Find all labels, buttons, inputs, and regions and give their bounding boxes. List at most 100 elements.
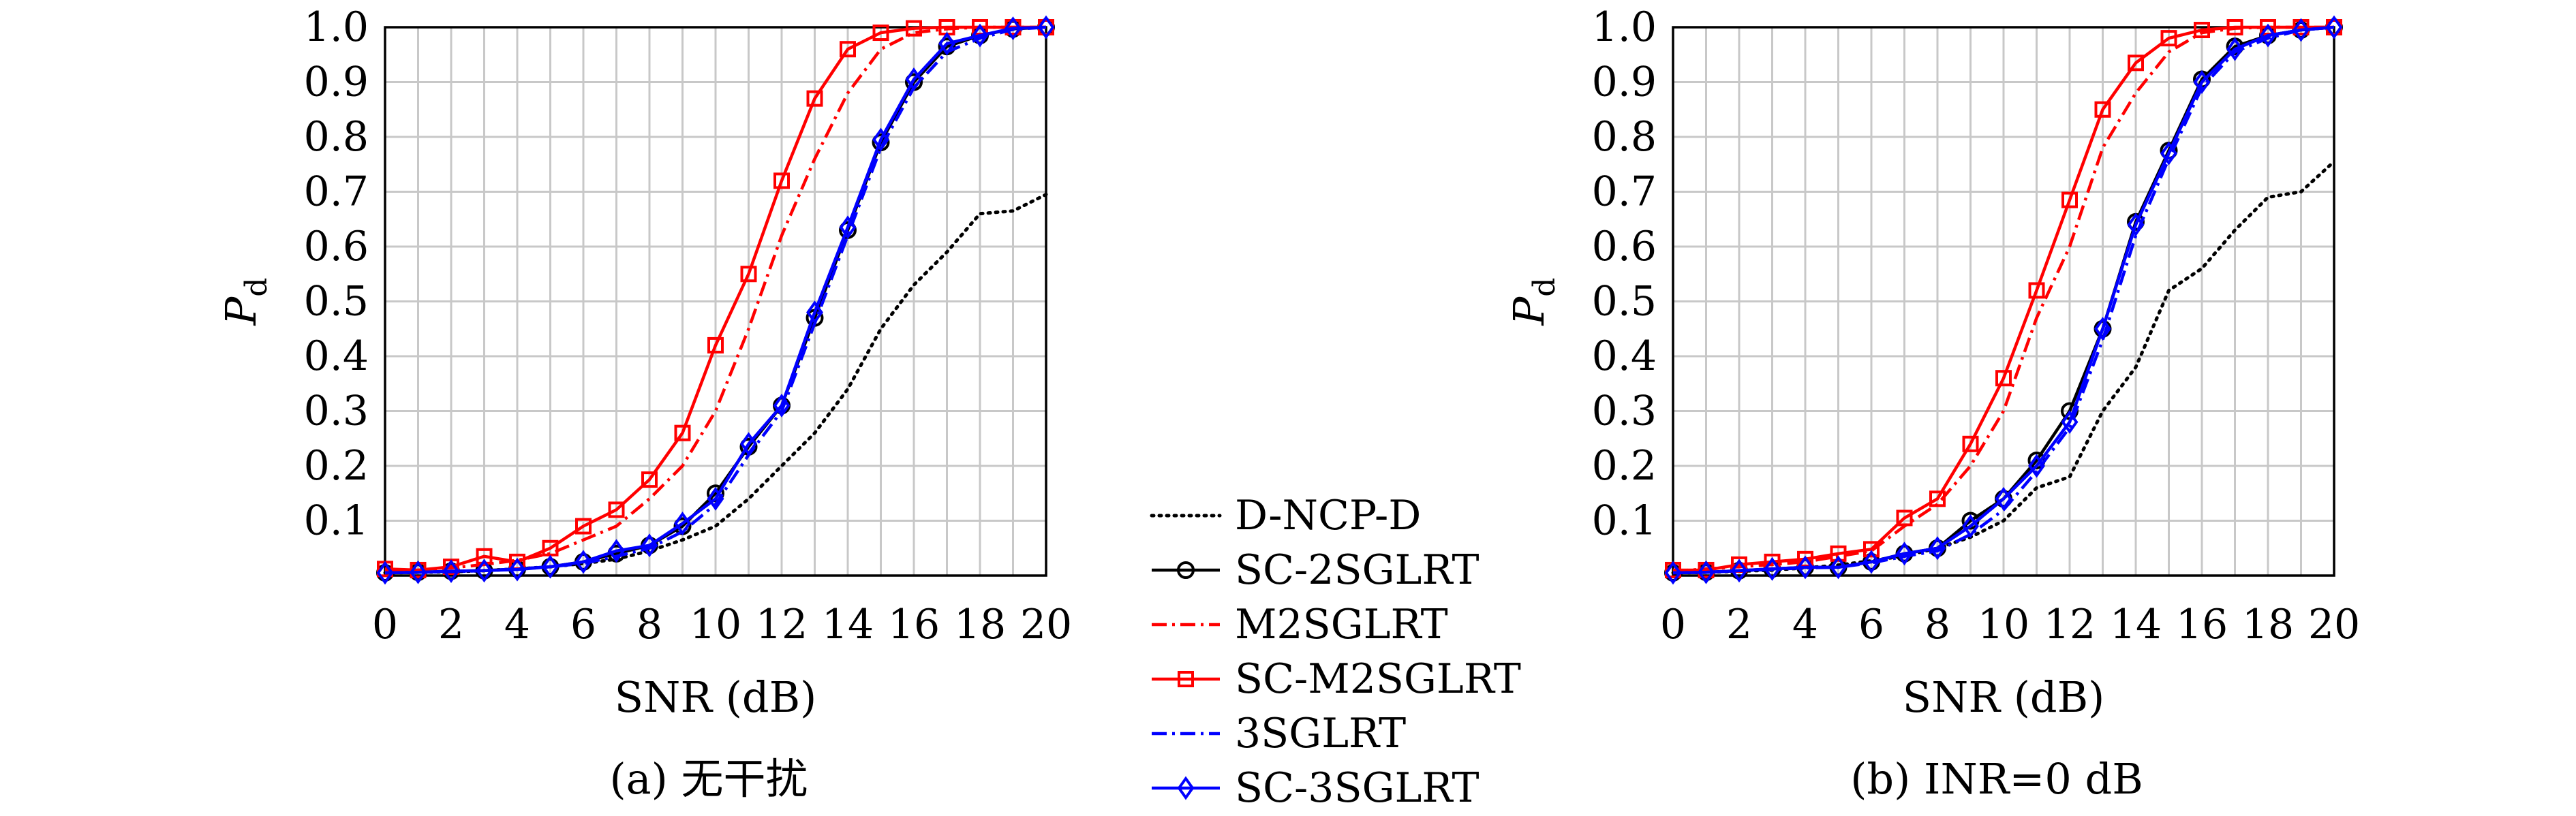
data-point-marker xyxy=(542,554,559,579)
series-sc-3sglrt xyxy=(1664,15,2343,585)
y-tick-label: 0.1 xyxy=(1592,497,1657,545)
y-tick-label: 0.4 xyxy=(304,332,369,380)
x-tick-label: 8 xyxy=(637,601,662,648)
data-point-marker xyxy=(674,424,691,441)
data-point-marker xyxy=(707,486,724,511)
data-point-marker xyxy=(1698,560,1715,584)
data-point-marker xyxy=(2128,54,2144,72)
panel-b: 0.1 0.2 0.3 0.4 0.5 0.6 0.7 0.8 0.9 1.0 0 2 4 6 8 10 12 1… xyxy=(1504,3,2360,804)
y-tick-label: 0.6 xyxy=(304,223,369,270)
data-point-marker xyxy=(2061,410,2079,435)
series-m2sglrt xyxy=(384,25,1046,573)
legend-marker xyxy=(1177,561,1195,579)
data-point-marker xyxy=(1830,555,1847,580)
series-line xyxy=(384,25,1047,575)
series-d-ncp-d xyxy=(1671,159,2336,575)
data-point-marker xyxy=(872,25,889,42)
x-tick-label: 14 xyxy=(2110,601,2162,648)
data-point-marker xyxy=(2127,213,2145,237)
x-tick-label: 10 xyxy=(1978,601,2029,648)
series-3sglrt xyxy=(384,25,1047,575)
x-tick-label: 4 xyxy=(1792,601,1818,648)
series-line xyxy=(1671,159,2336,575)
data-point-marker xyxy=(707,484,724,503)
legend-entry: M2SGLRT xyxy=(1152,601,1448,648)
data-point-marker xyxy=(773,394,791,418)
legend-label: M2SGLRT xyxy=(1235,601,1448,648)
data-point-marker xyxy=(1730,559,1748,583)
data-point-marker xyxy=(2160,30,2177,47)
data-point-marker xyxy=(574,550,592,574)
data-point-marker xyxy=(2226,37,2243,61)
data-point-marker xyxy=(839,215,857,240)
legend-marker xyxy=(1178,671,1194,687)
data-point-marker xyxy=(1962,435,1979,452)
data-point-marker xyxy=(1896,509,1913,527)
legend: D-NCP-D SC-2SGLRT M2SGLRT SC-M2SGLRT 3SGLRT S… xyxy=(1150,492,1521,812)
y-tick-label: 0.5 xyxy=(304,278,369,326)
data-point-marker xyxy=(1005,16,1022,41)
data-point-marker xyxy=(806,300,823,325)
data-point-marker xyxy=(740,266,757,283)
data-point-marker xyxy=(2193,70,2211,94)
series-line xyxy=(1673,25,2334,572)
data-point-marker xyxy=(1962,514,1979,538)
data-point-marker xyxy=(1796,555,1814,580)
panel-caption: (b) INR=0 dB xyxy=(1850,754,2143,804)
x-tick-label: 8 xyxy=(1925,601,1950,648)
series-line xyxy=(383,193,1048,575)
x-axis-label: SNR (dB) xyxy=(615,672,817,722)
y-tick-label: 0.3 xyxy=(1592,388,1657,435)
data-point-marker xyxy=(1995,486,2012,511)
series-line xyxy=(384,25,1046,572)
y-axis-label-main: P xyxy=(1504,296,1554,326)
x-tick-label: 14 xyxy=(822,601,874,648)
x-tick-label: 10 xyxy=(690,601,741,648)
y-tick-label: 0.9 xyxy=(1592,59,1657,106)
data-point-marker xyxy=(410,560,427,584)
data-point-marker xyxy=(2293,18,2310,42)
data-point-marker xyxy=(2325,15,2343,40)
y-tick-label: 0.6 xyxy=(1592,223,1657,270)
data-point-marker xyxy=(2094,101,2111,118)
data-point-marker xyxy=(1037,15,1055,40)
legend-entry: 3SGLRT xyxy=(1152,710,1406,757)
x-tick-label: 18 xyxy=(2242,601,2294,648)
y-tick-label: 0.2 xyxy=(1592,442,1657,490)
data-point-marker xyxy=(1896,542,1913,566)
data-point-marker xyxy=(2194,22,2210,39)
x-axis-label: SNR (dB) xyxy=(1903,672,2105,722)
legend-label: SC-2SGLRT xyxy=(1235,546,1479,594)
y-tick-label: 0.2 xyxy=(304,442,369,490)
data-point-marker xyxy=(2061,191,2078,208)
x-tick-label: 6 xyxy=(570,601,596,648)
data-point-marker xyxy=(2226,19,2243,35)
y-axis-label-sub: d xyxy=(239,278,274,297)
legend-entry: D-NCP-D xyxy=(1150,492,1421,539)
plot-frame xyxy=(384,26,1047,577)
data-point-marker xyxy=(840,41,856,58)
data-point-marker xyxy=(1929,536,1946,561)
y-tick-label: 0.4 xyxy=(1592,332,1657,380)
series-d-ncp-d xyxy=(383,193,1048,575)
data-point-marker xyxy=(806,90,823,107)
panel-a: 0.1 0.2 0.3 0.4 0.5 0.6 0.7 0.8 0.9 1.0 0 2 4 6 8 10 12 1… xyxy=(216,3,1072,804)
data-point-marker xyxy=(1830,545,1847,562)
x-tick-label: 0 xyxy=(372,601,398,648)
plot-frame xyxy=(1672,26,2335,577)
series-line xyxy=(1672,25,2335,575)
data-point-marker xyxy=(442,559,460,584)
series-sc-3sglrt xyxy=(376,15,1055,585)
data-point-marker xyxy=(1862,550,1880,574)
data-point-marker xyxy=(2094,317,2111,341)
series-m2sglrt xyxy=(1672,25,2334,573)
x-tick-label: 18 xyxy=(954,601,1006,648)
data-point-marker xyxy=(2028,454,2045,478)
data-point-marker xyxy=(1995,370,2012,387)
x-tick-label: 12 xyxy=(756,601,808,648)
data-point-marker xyxy=(938,31,955,56)
x-tick-label: 16 xyxy=(2176,601,2228,648)
legend-label: 3SGLRT xyxy=(1235,710,1406,757)
legend-label: SC-3SGLRT xyxy=(1235,764,1479,812)
legend-label: SC-M2SGLRT xyxy=(1235,655,1521,703)
